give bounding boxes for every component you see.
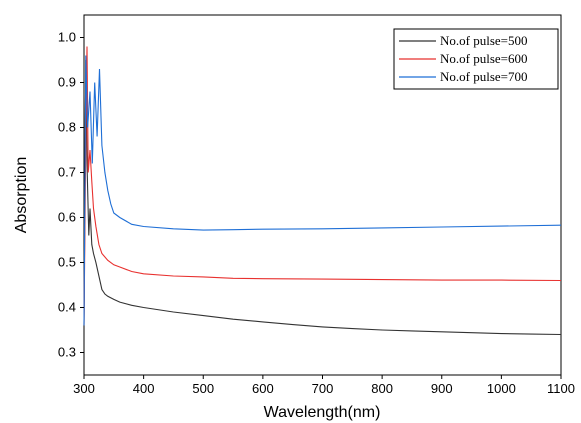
y-axis-title: Absorption xyxy=(13,157,30,234)
legend-label-1: No.of pulse=500 xyxy=(440,33,528,48)
y-tick-label: 0.7 xyxy=(58,165,76,180)
legend: No.of pulse=500 No.of pulse=600 No.of puls… xyxy=(393,28,559,90)
y-tick-label: 0.5 xyxy=(58,255,76,270)
y-tick-label: 0.3 xyxy=(58,345,76,360)
y-tick-label: 0.4 xyxy=(58,300,76,315)
x-tick-label: 800 xyxy=(371,381,393,396)
y-tick-label: 0.6 xyxy=(58,210,76,225)
series-layer xyxy=(83,46,562,336)
x-tick-label: 1000 xyxy=(487,381,516,396)
x-tick-label: 900 xyxy=(431,381,453,396)
ticks-layer: 300 400 500 600 700 800 900 1000 1100 0.3 0.4 0.5 0.… xyxy=(58,30,575,397)
y-tick-label: 0.9 xyxy=(58,75,76,90)
x-tick-label: 300 xyxy=(73,381,95,396)
x-axis-title: Wavelength(nm) xyxy=(264,404,381,421)
x-tick-label: 700 xyxy=(312,381,334,396)
y-tick-label: 0.8 xyxy=(58,120,76,135)
legend-label-2: No.of pulse=600 xyxy=(440,51,528,66)
y-tick-label: 1.0 xyxy=(58,30,76,45)
series-line-2 xyxy=(83,46,562,326)
x-tick-label: 1100 xyxy=(547,381,575,396)
series-line-3 xyxy=(83,55,562,326)
x-tick-label: 400 xyxy=(133,381,155,396)
series-line-1 xyxy=(83,59,562,336)
x-tick-label: 600 xyxy=(252,381,274,396)
x-tick-label: 500 xyxy=(192,381,214,396)
legend-label-3: No.of pulse=700 xyxy=(440,69,528,84)
